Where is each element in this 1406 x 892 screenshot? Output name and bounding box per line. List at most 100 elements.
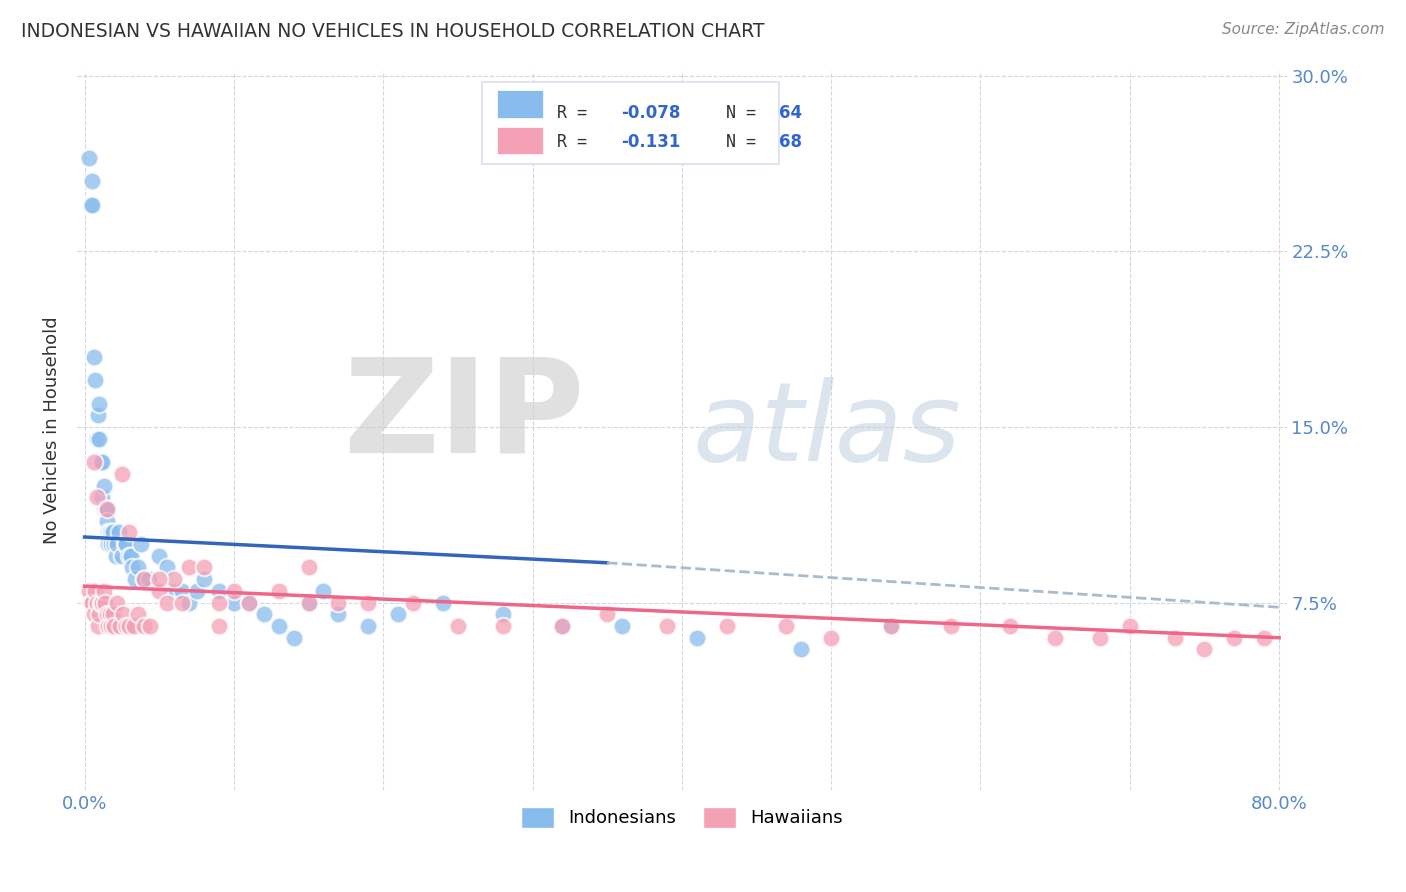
Point <box>115 537 138 551</box>
Point <box>121 560 143 574</box>
Point <box>93 583 115 598</box>
Point <box>101 525 124 540</box>
Point <box>267 619 290 633</box>
Point <box>1253 631 1275 645</box>
Point <box>101 607 124 622</box>
Point <box>83 350 105 364</box>
Point <box>880 619 903 633</box>
Y-axis label: No Vehicles in Household: No Vehicles in Household <box>44 317 60 544</box>
Point <box>111 549 134 563</box>
Point <box>100 525 122 540</box>
Text: ZIP: ZIP <box>343 352 585 480</box>
Point <box>87 409 110 423</box>
Point <box>100 537 122 551</box>
Point <box>97 537 120 551</box>
Point <box>79 596 101 610</box>
Point <box>80 174 103 188</box>
FancyBboxPatch shape <box>496 128 543 154</box>
Point <box>193 560 215 574</box>
Point <box>91 490 114 504</box>
Point <box>156 560 179 574</box>
Text: -0.078: -0.078 <box>621 104 681 122</box>
Point <box>170 596 193 610</box>
Point <box>91 596 114 610</box>
Point <box>90 455 112 469</box>
Point <box>94 502 117 516</box>
Point <box>686 631 709 645</box>
Point <box>89 396 111 410</box>
Point <box>820 631 842 645</box>
Point <box>129 537 152 551</box>
Point <box>283 631 305 645</box>
Point <box>357 596 380 610</box>
Point <box>148 572 170 586</box>
Point <box>83 455 105 469</box>
Point <box>98 607 121 622</box>
Point <box>98 525 121 540</box>
Point <box>177 596 200 610</box>
Point <box>120 549 142 563</box>
Point <box>107 537 129 551</box>
Point <box>238 596 260 610</box>
Point <box>86 596 108 610</box>
Point <box>148 583 170 598</box>
Point <box>163 572 186 586</box>
Point <box>267 583 290 598</box>
Text: INDONESIAN VS HAWAIIAN NO VEHICLES IN HOUSEHOLD CORRELATION CHART: INDONESIAN VS HAWAIIAN NO VEHICLES IN HO… <box>21 22 765 41</box>
Point <box>193 572 215 586</box>
Point <box>1088 631 1111 645</box>
Point <box>222 596 245 610</box>
Point <box>208 596 231 610</box>
Point <box>253 607 276 622</box>
Point <box>716 619 738 633</box>
Text: 68: 68 <box>779 133 801 152</box>
Point <box>112 607 135 622</box>
Point <box>312 583 335 598</box>
Point <box>97 619 120 633</box>
Point <box>139 619 162 633</box>
Point <box>134 619 156 633</box>
Point <box>186 583 208 598</box>
Point <box>1194 642 1216 657</box>
Point <box>100 619 122 633</box>
Point <box>114 537 136 551</box>
Point <box>328 596 350 610</box>
Point <box>328 607 350 622</box>
Point <box>1223 631 1246 645</box>
Point <box>134 572 156 586</box>
Point <box>432 596 454 610</box>
Point <box>84 373 107 387</box>
Point <box>208 619 231 633</box>
Point <box>83 607 105 622</box>
Point <box>297 596 319 610</box>
Point <box>1043 631 1066 645</box>
Point <box>96 514 118 528</box>
Point <box>551 619 574 633</box>
Point <box>655 619 678 633</box>
Point <box>163 583 186 598</box>
Point <box>91 455 114 469</box>
Text: N =: N = <box>706 133 766 152</box>
Text: N =: N = <box>706 104 766 122</box>
Point <box>148 549 170 563</box>
Point <box>79 197 101 211</box>
Point <box>118 549 141 563</box>
Text: 64: 64 <box>779 104 801 122</box>
Point <box>96 607 118 622</box>
Legend: Indonesians, Hawaiians: Indonesians, Hawaiians <box>513 799 849 835</box>
Point <box>775 619 797 633</box>
Point <box>222 583 245 598</box>
Point <box>238 596 260 610</box>
Point <box>122 619 145 633</box>
Point <box>96 502 118 516</box>
Point <box>127 607 149 622</box>
Point <box>387 607 409 622</box>
Point <box>610 619 633 633</box>
Point <box>1119 619 1142 633</box>
FancyBboxPatch shape <box>496 90 543 118</box>
Point <box>111 467 134 481</box>
Point <box>1000 619 1022 633</box>
Point <box>208 583 231 598</box>
Point <box>127 560 149 574</box>
Point <box>110 619 132 633</box>
